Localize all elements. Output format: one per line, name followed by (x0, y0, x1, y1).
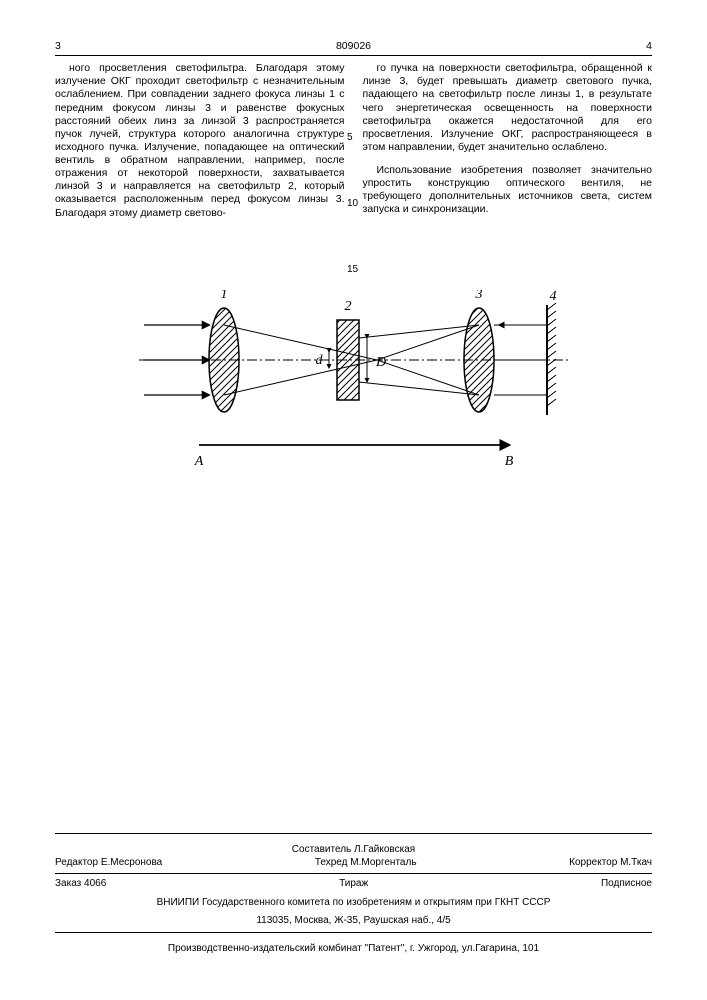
order-no: Заказ 4066 (55, 878, 106, 891)
optical-figure: 1 2 3 4 d D А В (55, 290, 652, 470)
editor: Редактор Е.Месронова (55, 857, 162, 870)
svg-text:4: 4 (549, 290, 556, 304)
svg-text:В: В (504, 454, 513, 469)
imprint: Составитель Л.Гайковская Редактор Е.Меср… (55, 829, 652, 955)
col-num-right: 4 (646, 40, 652, 53)
line-number-15: 15 (347, 264, 358, 277)
right-paragraph-1: го пучка на поверхности светофильтра, об… (363, 62, 653, 154)
svg-text:1: 1 (220, 290, 227, 302)
svg-text:А: А (193, 454, 203, 469)
compiler: Составитель Л.Гайковская (55, 844, 652, 857)
svg-text:D: D (374, 355, 385, 370)
svg-text:3: 3 (474, 290, 482, 302)
subscription: Подписное (601, 878, 652, 891)
column-left: ного просветления светофильтра. Благодар… (55, 62, 345, 230)
svg-text:d: d (315, 353, 323, 368)
line-number-10: 10 (347, 198, 358, 211)
line-number-5: 5 (347, 132, 353, 145)
column-right: го пучка на поверхности светофильтра, об… (363, 62, 653, 230)
left-paragraph: ного просветления светофильтра. Благодар… (55, 62, 345, 220)
svg-text:2: 2 (344, 299, 351, 314)
org-line-1: ВНИИПИ Государственного комитета по изоб… (55, 897, 652, 910)
corrector: Корректор М.Ткач (569, 857, 652, 870)
right-paragraph-2: Использование изобретения позволяет знач… (363, 164, 653, 217)
page-header: 3 809026 4 (55, 40, 652, 56)
techred: Техред М.Моргенталь (315, 857, 417, 870)
patent-number: 809026 (336, 40, 371, 53)
org-line-3: Производственно-издательский комбинат "П… (55, 943, 652, 956)
org-line-2: 113035, Москва, Ж-35, Раушская наб., 4/5 (55, 915, 652, 928)
tirage: Тираж (339, 878, 368, 891)
col-num-left: 3 (55, 40, 61, 53)
optical-diagram-svg: 1 2 3 4 d D А В (139, 290, 569, 470)
